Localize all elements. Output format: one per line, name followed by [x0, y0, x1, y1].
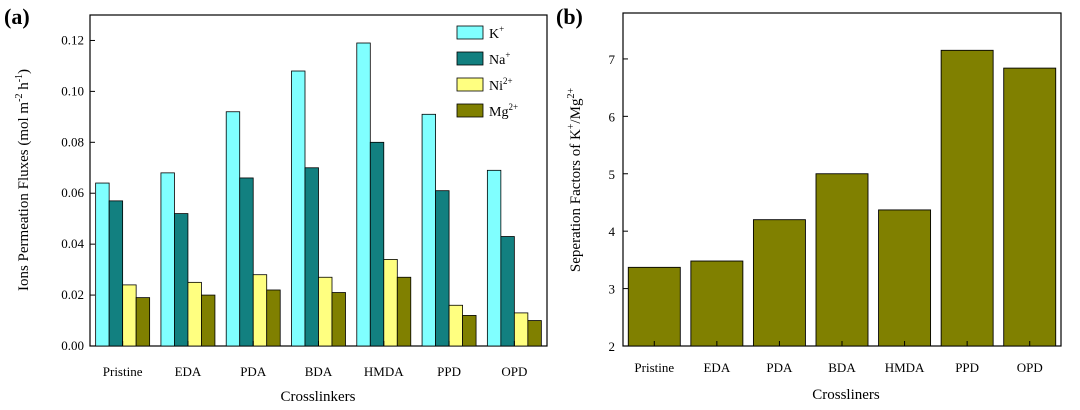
panel-a: (a) 0.00 0.02 0.04 0.06 0.08 0.10 0.12 Pristin…	[4, 4, 548, 405]
panel-b: (b) 2 3 4 5 6 7 Pristine EDA PDA BDA HMDA PPD OPD C…	[556, 4, 1062, 403]
panel-a-y-axis: 0.00 0.02 0.04 0.06 0.08 0.10 0.12	[61, 32, 95, 353]
panel-a-label: (a)	[4, 4, 30, 29]
bar-mg-opd	[527, 320, 542, 347]
x-tick-label-opd: OPD	[1017, 360, 1043, 375]
bar-k-eda	[160, 172, 175, 347]
bar-ni-bda	[318, 276, 333, 347]
x-tick-label-eda: EDA	[703, 360, 730, 375]
bar-ni-ppd	[448, 304, 463, 347]
bar-ni-pda	[252, 274, 268, 347]
x-tick-label-ppd: PPD	[955, 360, 979, 375]
panel-b-y-axis-label: Seperation Factors of K+/Mg2+	[566, 88, 584, 273]
bar-mg-hmda	[396, 276, 412, 347]
legend-label-na: Na+	[489, 50, 510, 68]
legend-label-ni: Ni2+	[489, 76, 513, 94]
x-tick-label-bda: BDA	[305, 364, 333, 379]
y-tick-label: 0.06	[61, 185, 84, 200]
panel-a-ylabel-sup2: -1	[14, 74, 25, 82]
bar-ppd	[940, 49, 994, 347]
panel-a-ylabel-base: Ions Permeation Fluxes (mol m	[16, 102, 32, 291]
panel-a-bars	[95, 42, 542, 347]
y-tick-label: 5	[609, 167, 616, 182]
legend-swatch-mg	[456, 103, 484, 118]
y-tick-label: 6	[609, 109, 616, 124]
bar-k-pristine	[95, 182, 110, 347]
panel-b-ylabel-mid: /Mg	[568, 98, 584, 124]
bar-ni-opd	[513, 312, 529, 347]
panel-b-x-axis-label: Crossliners	[812, 387, 880, 403]
x-tick-label-opd: OPD	[501, 364, 527, 379]
legend-label-mg: Mg2+	[489, 102, 518, 120]
bar-na-eda	[174, 213, 189, 347]
y-tick-label: 3	[609, 282, 616, 297]
bar-mg-pda	[266, 289, 281, 347]
bar-ni-eda	[187, 281, 202, 347]
panel-b-ylabel-base: Seperation Factors of K	[568, 129, 584, 272]
bar-opd	[1003, 67, 1057, 347]
bar-k-opd	[486, 169, 502, 347]
panel-a-ylabel-mid: h	[16, 82, 32, 94]
bar-mg-eda	[201, 294, 216, 347]
bar-k-bda	[291, 70, 306, 347]
x-tick-label-ppd: PPD	[437, 364, 461, 379]
bar-k-ppd	[421, 113, 436, 347]
bar-ni-hmda	[383, 259, 398, 347]
bar-na-pristine	[108, 200, 124, 347]
bar-na-bda	[304, 167, 319, 347]
bar-na-ppd	[435, 190, 450, 347]
x-tick-label-hmda: HMDA	[885, 360, 925, 375]
y-tick-label: 7	[609, 52, 616, 67]
bar-mg-ppd	[462, 315, 477, 347]
bar-bda	[815, 173, 869, 347]
y-tick-label: 0.08	[61, 134, 84, 149]
bar-pda	[752, 219, 806, 347]
y-tick-label: 0.10	[61, 83, 84, 98]
bar-eda	[690, 260, 744, 347]
y-tick-label: 0.02	[61, 287, 84, 302]
bar-ni-pristine	[122, 284, 137, 347]
panel-a-legend: K+ Na+ Ni2+ Mg2+	[456, 24, 518, 120]
bar-na-hmda	[369, 141, 385, 347]
y-tick-label: 0.12	[61, 32, 84, 47]
bar-mg-bda	[331, 292, 346, 347]
legend-label-k: K+	[489, 24, 504, 42]
x-tick-label-pda: PDA	[240, 364, 267, 379]
x-tick-label-hmda: HMDA	[364, 364, 404, 379]
bar-mg-pristine	[135, 297, 151, 347]
x-tick-label-bda: BDA	[828, 360, 856, 375]
panel-a-y-axis-label: Ions Permeation Fluxes (mol m-2 h-1)	[14, 69, 32, 291]
bar-k-hmda	[356, 42, 371, 347]
bar-k-pda	[225, 111, 241, 347]
panel-a-x-axis: Pristine EDA PDA BDA HMDA PPD OPD	[103, 341, 527, 379]
panel-b-bars	[627, 49, 1057, 347]
legend-swatch-k	[456, 25, 484, 40]
y-tick-label: 0.00	[61, 338, 84, 353]
y-tick-label: 4	[609, 224, 616, 239]
panel-a-ylabel-end: )	[16, 69, 32, 74]
legend-swatch-na	[456, 51, 484, 66]
legend-swatch-ni	[456, 77, 484, 92]
y-tick-label: 2	[609, 339, 616, 354]
panel-b-y-axis: 2 3 4 5 6 7	[609, 52, 628, 354]
panel-a-ylabel-sup1: -2	[14, 94, 25, 102]
bar-na-opd	[500, 236, 515, 347]
panel-b-ylabel-sup2: 2+	[566, 88, 577, 99]
panel-b-label: (b)	[556, 4, 583, 29]
x-tick-label-eda: EDA	[175, 364, 202, 379]
panel-b-x-axis: Pristine EDA PDA BDA HMDA PPD OPD	[634, 341, 1043, 375]
bar-hmda	[878, 209, 932, 347]
bar-na-pda	[239, 177, 254, 347]
panel-b-ylabel-sup1: +	[566, 123, 577, 129]
x-tick-label-pristine: Pristine	[634, 360, 674, 375]
bar-pristine	[627, 266, 681, 347]
y-tick-label: 0.04	[61, 236, 84, 251]
x-tick-label-pda: PDA	[766, 360, 793, 375]
x-tick-label-pristine: Pristine	[103, 364, 143, 379]
panel-a-x-axis-label: Crosslinkers	[281, 389, 356, 405]
